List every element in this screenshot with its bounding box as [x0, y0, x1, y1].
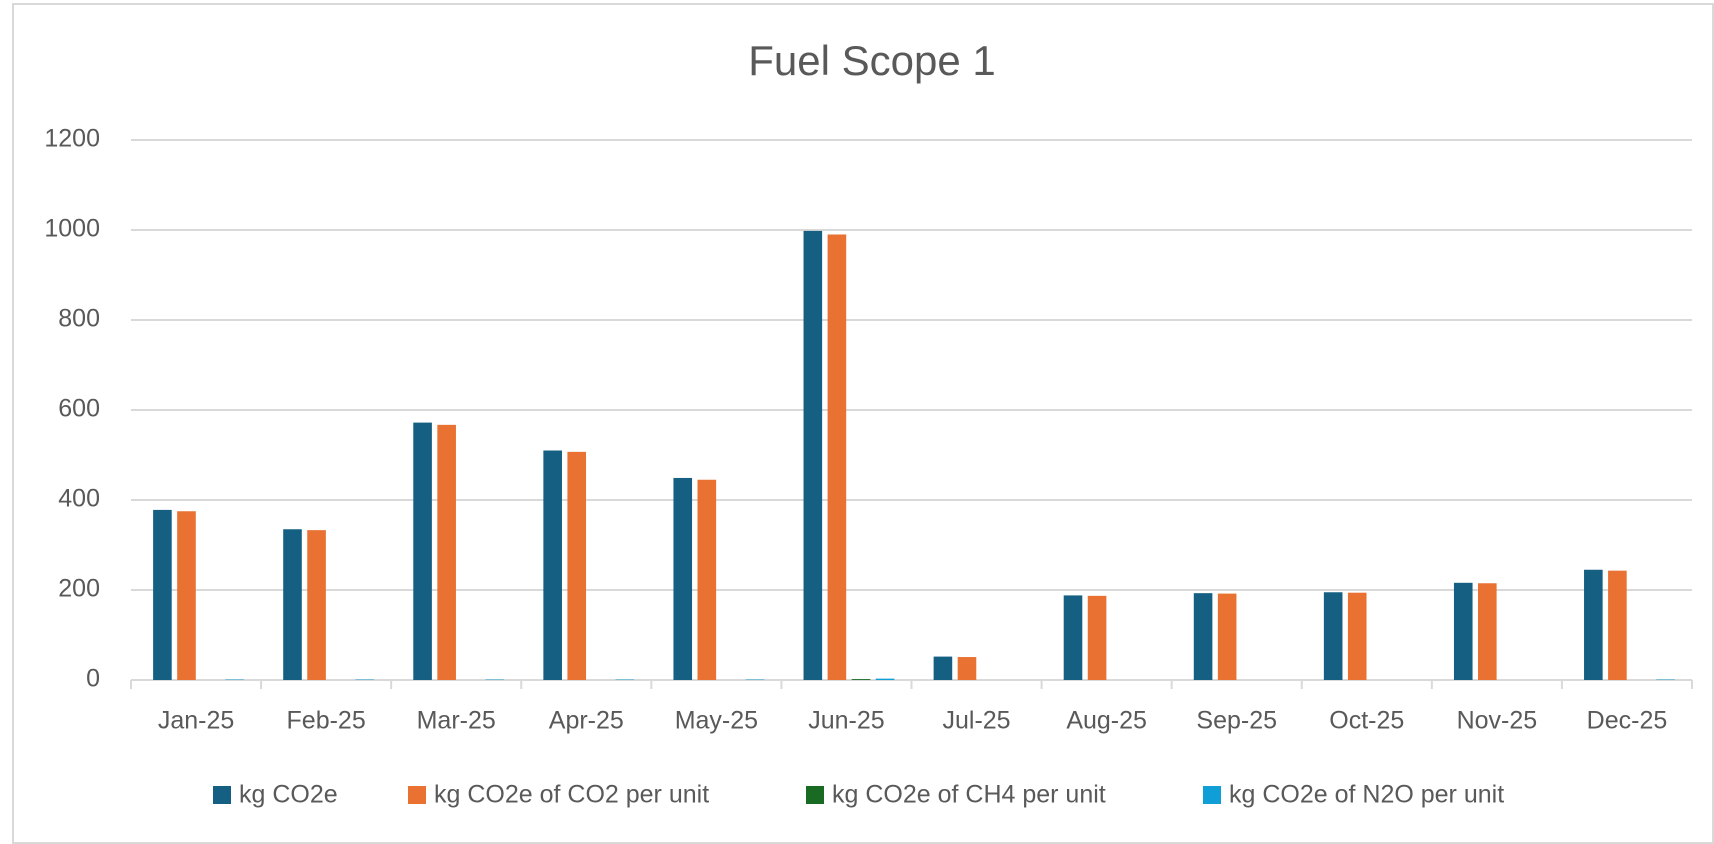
x-tick-label: Jul-25 [942, 707, 1010, 735]
bar [413, 422, 432, 680]
bar [177, 511, 196, 680]
bar [567, 451, 587, 680]
legend-label: kg CO2e of CH4 per unit [832, 781, 1106, 809]
y-tick-label: 200 [58, 575, 100, 603]
x-tick-label: Dec-25 [1587, 707, 1668, 735]
y-tick-label: 400 [58, 485, 100, 513]
bar [1063, 595, 1083, 680]
legend-swatch [213, 786, 231, 804]
y-tick-label: 1000 [44, 215, 100, 243]
legend-label: kg CO2e of N2O per unit [1229, 781, 1504, 809]
x-tick-label: Sep-25 [1196, 707, 1277, 735]
y-tick-label: 1200 [44, 125, 100, 153]
bar [1217, 593, 1237, 680]
y-tick-label: 600 [58, 395, 100, 423]
legend-swatch [1203, 786, 1221, 804]
x-tick-label: Oct-25 [1329, 707, 1404, 735]
bar [1193, 593, 1213, 680]
bar [851, 679, 871, 680]
legend-label: kg CO2e [239, 781, 338, 809]
y-tick-label: 0 [86, 665, 100, 693]
x-tick-label: Jun-25 [808, 707, 884, 735]
legend-swatch [408, 786, 426, 804]
x-tick-label: Nov-25 [1457, 707, 1538, 735]
x-tick-label: Aug-25 [1066, 707, 1147, 735]
bar [697, 479, 717, 680]
legend-label: kg CO2e of CO2 per unit [434, 781, 709, 809]
bar [283, 529, 302, 680]
legend-swatch [806, 786, 824, 804]
bar [1584, 569, 1603, 680]
bar [1478, 583, 1497, 680]
x-tick-label: Apr-25 [549, 707, 624, 735]
bar [437, 424, 456, 680]
bar [933, 656, 953, 680]
x-tick-label: Mar-25 [417, 707, 496, 735]
bar [543, 450, 562, 680]
x-tick-label: May-25 [675, 707, 758, 735]
bar [827, 234, 847, 680]
bar [875, 678, 895, 680]
chart-title: Fuel Scope 1 [748, 37, 996, 84]
bar [153, 509, 172, 680]
bar [1347, 592, 1367, 680]
x-tick-label: Feb-25 [287, 707, 366, 735]
bar [803, 230, 823, 680]
bar [673, 477, 693, 680]
bar [1323, 592, 1343, 680]
bar [1453, 582, 1473, 680]
bar [957, 657, 977, 680]
chart-frame [12, 3, 1714, 844]
bar [1087, 595, 1107, 680]
y-tick-label: 800 [58, 305, 100, 333]
bar [1608, 570, 1627, 680]
x-tick-label: Jan-25 [158, 707, 234, 735]
bar [307, 530, 326, 680]
